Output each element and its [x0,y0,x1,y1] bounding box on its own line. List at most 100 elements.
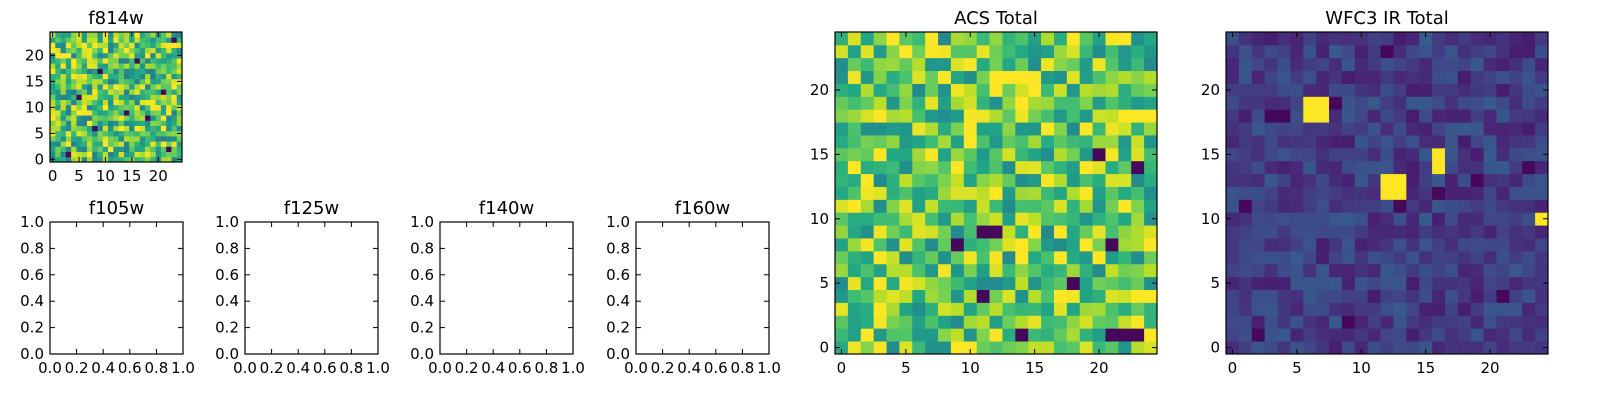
heatmap-cell [108,89,114,95]
heatmap-cell [912,83,926,97]
heatmap-cell [81,32,88,38]
heatmap-cell [1329,83,1343,97]
heatmap-cell [145,52,151,59]
heatmap-cell [97,151,104,158]
heatmap-cell [176,125,183,132]
heatmap-cell [102,99,109,106]
heatmap-cell [1522,122,1536,136]
heatmap-cell [102,120,109,126]
heatmap-cell [860,160,875,175]
heatmap-cell [1483,225,1497,239]
y-tick-label: 0.2 [20,319,44,337]
heatmap-cell [1079,250,1093,265]
heatmap-cell [86,146,93,152]
heatmap-cell [81,141,88,147]
heatmap-cell [150,42,156,48]
heatmap-cell [1367,70,1381,84]
heatmap-cell [50,110,56,116]
heatmap-cell [1457,70,1472,84]
heatmap-cell [160,156,167,163]
heatmap-cell [134,130,141,137]
heatmap-cell [118,84,125,90]
heatmap-cell [86,68,93,74]
y-tick-label: 0.8 [20,239,44,257]
heatmap-cell [950,96,965,110]
heatmap-cell [1496,289,1510,303]
heatmap-cell [835,96,849,110]
heatmap-cell [97,130,104,137]
heatmap-cell [1470,186,1484,200]
heatmap-cell [1277,315,1291,329]
heatmap-cell [139,141,146,147]
heatmap-cell [118,146,125,152]
heatmap-cell [145,63,151,69]
heatmap-cell [1015,83,1029,97]
heatmap-cell [1432,289,1446,303]
heatmap-cell [55,37,61,43]
heatmap-cell [1535,44,1549,59]
heatmap-cell [139,42,146,48]
heatmap-cell [118,73,125,80]
heatmap-cell [1066,96,1081,110]
heatmap-cell [1329,96,1343,110]
heatmap-cell [97,63,104,69]
heatmap-cell [123,130,130,137]
heatmap-cell [899,315,913,329]
heatmap-cell [1144,109,1158,123]
heatmap-cell [123,52,130,59]
y-tick-label: 0 [819,339,829,357]
heatmap-cell [86,89,93,95]
heatmap-cell [166,146,172,152]
heatmap-cell [92,94,98,100]
heatmap-cell [1367,160,1381,175]
heatmap-cell [1303,302,1317,316]
heatmap-cell [1144,44,1158,59]
heatmap-cell [873,315,887,329]
heatmap-cell [950,32,965,46]
heatmap-cell [1432,122,1446,136]
heatmap-cell [1066,225,1081,239]
heatmap-cell [1393,160,1407,175]
heatmap-cell [102,125,109,132]
heatmap-cell [60,141,67,147]
heatmap-cell [912,199,926,213]
heatmap-cell [899,44,913,59]
heatmap-cell [1303,96,1317,110]
heatmap-cell [145,125,151,132]
heatmap-cell [1509,250,1523,265]
heatmap-cell [847,96,862,110]
heatmap-cell [1483,173,1497,187]
heatmap-cell [1329,225,1343,239]
heatmap-cell [123,73,130,80]
heatmap-cell [1444,44,1459,59]
heatmap-cell [97,42,104,48]
heatmap-cell [1264,147,1278,162]
heatmap-cell [150,136,156,142]
heatmap-cell [1329,250,1343,265]
heatmap-cell [1118,263,1132,278]
heatmap-cell [1251,160,1266,175]
heatmap-cell [1226,173,1240,187]
heatmap-cell [989,341,1003,355]
heatmap-cell [1316,173,1330,187]
heatmap-cell [925,44,939,59]
heatmap-cell [1105,212,1119,226]
heatmap-cell [860,135,875,149]
heatmap-cell [1457,315,1472,329]
heatmap-cell [1092,225,1106,239]
y-tick-label: 20 [25,46,44,64]
heatmap-cell [1341,44,1356,59]
heatmap-cell [1393,96,1407,110]
x-tick-label: 10 [96,167,115,185]
heatmap-cell [950,147,965,162]
heatmap-cell [1053,122,1068,136]
heatmap-cell [938,135,952,149]
heatmap-cell [113,99,120,106]
heatmap-cell [1483,199,1497,213]
heatmap-cell [150,125,156,132]
heatmap-cell [938,70,952,84]
heatmap-cell [1238,83,1253,97]
heatmap-cell [155,84,162,90]
heatmap-cell [65,84,72,90]
heatmap-cell [1432,57,1446,72]
